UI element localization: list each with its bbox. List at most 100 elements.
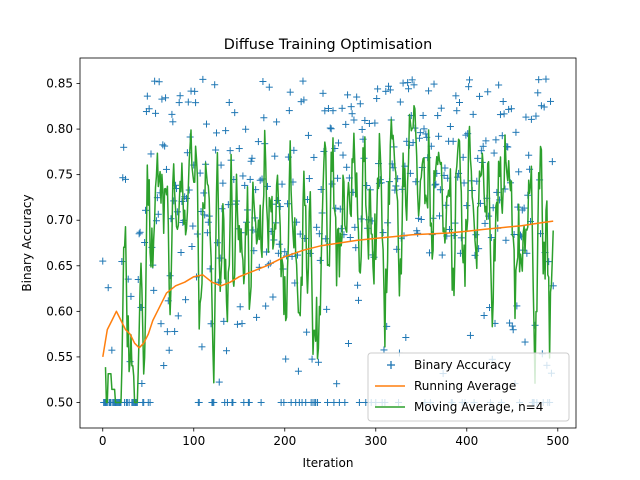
scatter-point	[459, 153, 467, 161]
line-series-group	[102, 104, 554, 404]
scatter-point	[151, 77, 159, 85]
scatter-point	[189, 222, 197, 230]
scatter-point	[284, 200, 292, 208]
y-axis: 0.50 0.55 0.60 0.65 0.70 0.75 0.80 0.85	[46, 77, 80, 409]
scatter-point	[229, 398, 237, 406]
scatter-point	[477, 147, 485, 155]
scatter-point	[435, 212, 443, 220]
y-axis-label: Binary Accuracy	[20, 194, 34, 291]
x-tick-label: 500	[546, 434, 569, 448]
scatter-point	[120, 143, 128, 151]
scatter-point	[417, 215, 425, 223]
scatter-point	[540, 103, 548, 111]
scatter-point	[182, 296, 190, 304]
scatter-point	[434, 112, 442, 120]
scatter-point	[358, 125, 366, 133]
scatter-point	[276, 203, 284, 211]
scatter-point	[347, 103, 355, 111]
scatter-point	[508, 322, 516, 330]
scatter-point	[482, 137, 490, 145]
scatter-point	[165, 346, 173, 354]
scatter-point	[198, 343, 206, 351]
scatter-point	[159, 141, 167, 149]
scatter-point	[363, 181, 371, 189]
scatter-point	[342, 120, 350, 128]
scatter-point	[99, 257, 107, 265]
scatter-point	[212, 146, 220, 154]
scatter-point	[542, 75, 550, 83]
scatter-point	[314, 398, 322, 406]
scatter-point	[166, 272, 174, 280]
scatter-point	[353, 93, 361, 101]
scatter-point	[354, 281, 362, 289]
scatter-point	[521, 338, 529, 346]
legend-item-binary-accuracy: Binary Accuracy	[387, 358, 511, 372]
legend-item-running-average: Running Average	[375, 379, 516, 393]
scatter-point	[206, 265, 214, 273]
scatter-point	[522, 113, 530, 121]
scatter-point	[195, 398, 203, 406]
scatter-point	[374, 85, 382, 93]
scatter-point	[136, 228, 144, 236]
legend-label-binary-accuracy: Binary Accuracy	[414, 358, 511, 372]
scatter-point	[532, 112, 540, 120]
scatter-point	[547, 97, 555, 105]
scatter-point	[188, 243, 196, 251]
scatter-point	[220, 317, 228, 325]
scatter-point	[344, 91, 352, 99]
scatter-point	[182, 194, 190, 202]
scatter-point	[484, 88, 492, 96]
scatter-point	[215, 378, 223, 386]
y-tick-label: 0.65	[46, 259, 73, 273]
scatter-point	[425, 87, 433, 95]
x-tick-label: 200	[273, 434, 296, 448]
scatter-point	[257, 398, 265, 406]
scatter-point	[469, 110, 477, 118]
scatter-point	[396, 98, 404, 106]
scatter-point	[341, 398, 349, 406]
scatter-point	[184, 98, 192, 106]
scatter-point	[265, 83, 273, 91]
scatter-point	[480, 312, 488, 320]
x-tick-label: 0	[99, 434, 107, 448]
scatter-point	[211, 81, 219, 89]
scatter-point	[147, 150, 155, 158]
scatter-point	[430, 80, 438, 88]
scatter-point	[535, 76, 543, 84]
y-tick-label: 0.55	[46, 350, 73, 364]
scatter-point	[527, 115, 535, 123]
scatter-point	[263, 182, 271, 190]
scatter-point	[410, 81, 418, 89]
scatter-point	[405, 85, 413, 93]
scatter-point	[476, 92, 484, 100]
scatter-point	[146, 398, 154, 406]
scatter-point	[225, 98, 233, 106]
scatter-point	[343, 163, 351, 171]
chart-title: Diffuse Training Optimisation	[224, 37, 432, 53]
x-axis-label: Iteration	[303, 456, 354, 470]
scatter-point	[463, 202, 471, 210]
scatter-point	[466, 76, 474, 84]
line-moving-average	[104, 104, 554, 404]
scatter-point	[361, 116, 369, 124]
scatter-point	[176, 92, 184, 100]
legend-label-moving-average: Moving Average, n=4	[414, 400, 543, 414]
y-tick-label: 0.70	[46, 213, 73, 227]
scatter-point	[168, 110, 176, 118]
scatter-point	[246, 175, 254, 183]
scatter-point	[313, 223, 321, 231]
scatter-point	[143, 92, 151, 100]
y-tick-label: 0.80	[46, 122, 73, 136]
scatter-point	[213, 129, 221, 137]
scatter-point	[344, 339, 352, 347]
scatter-point	[299, 77, 307, 85]
scatter-point	[219, 179, 227, 187]
scatter-point	[371, 119, 379, 127]
scatter-point	[500, 110, 508, 118]
scatter-point	[346, 233, 354, 241]
scatter-point	[441, 164, 449, 172]
scatter-point	[152, 109, 160, 117]
scatter-point	[222, 127, 230, 135]
scatter-point	[203, 120, 211, 128]
scatter-point	[239, 172, 247, 180]
